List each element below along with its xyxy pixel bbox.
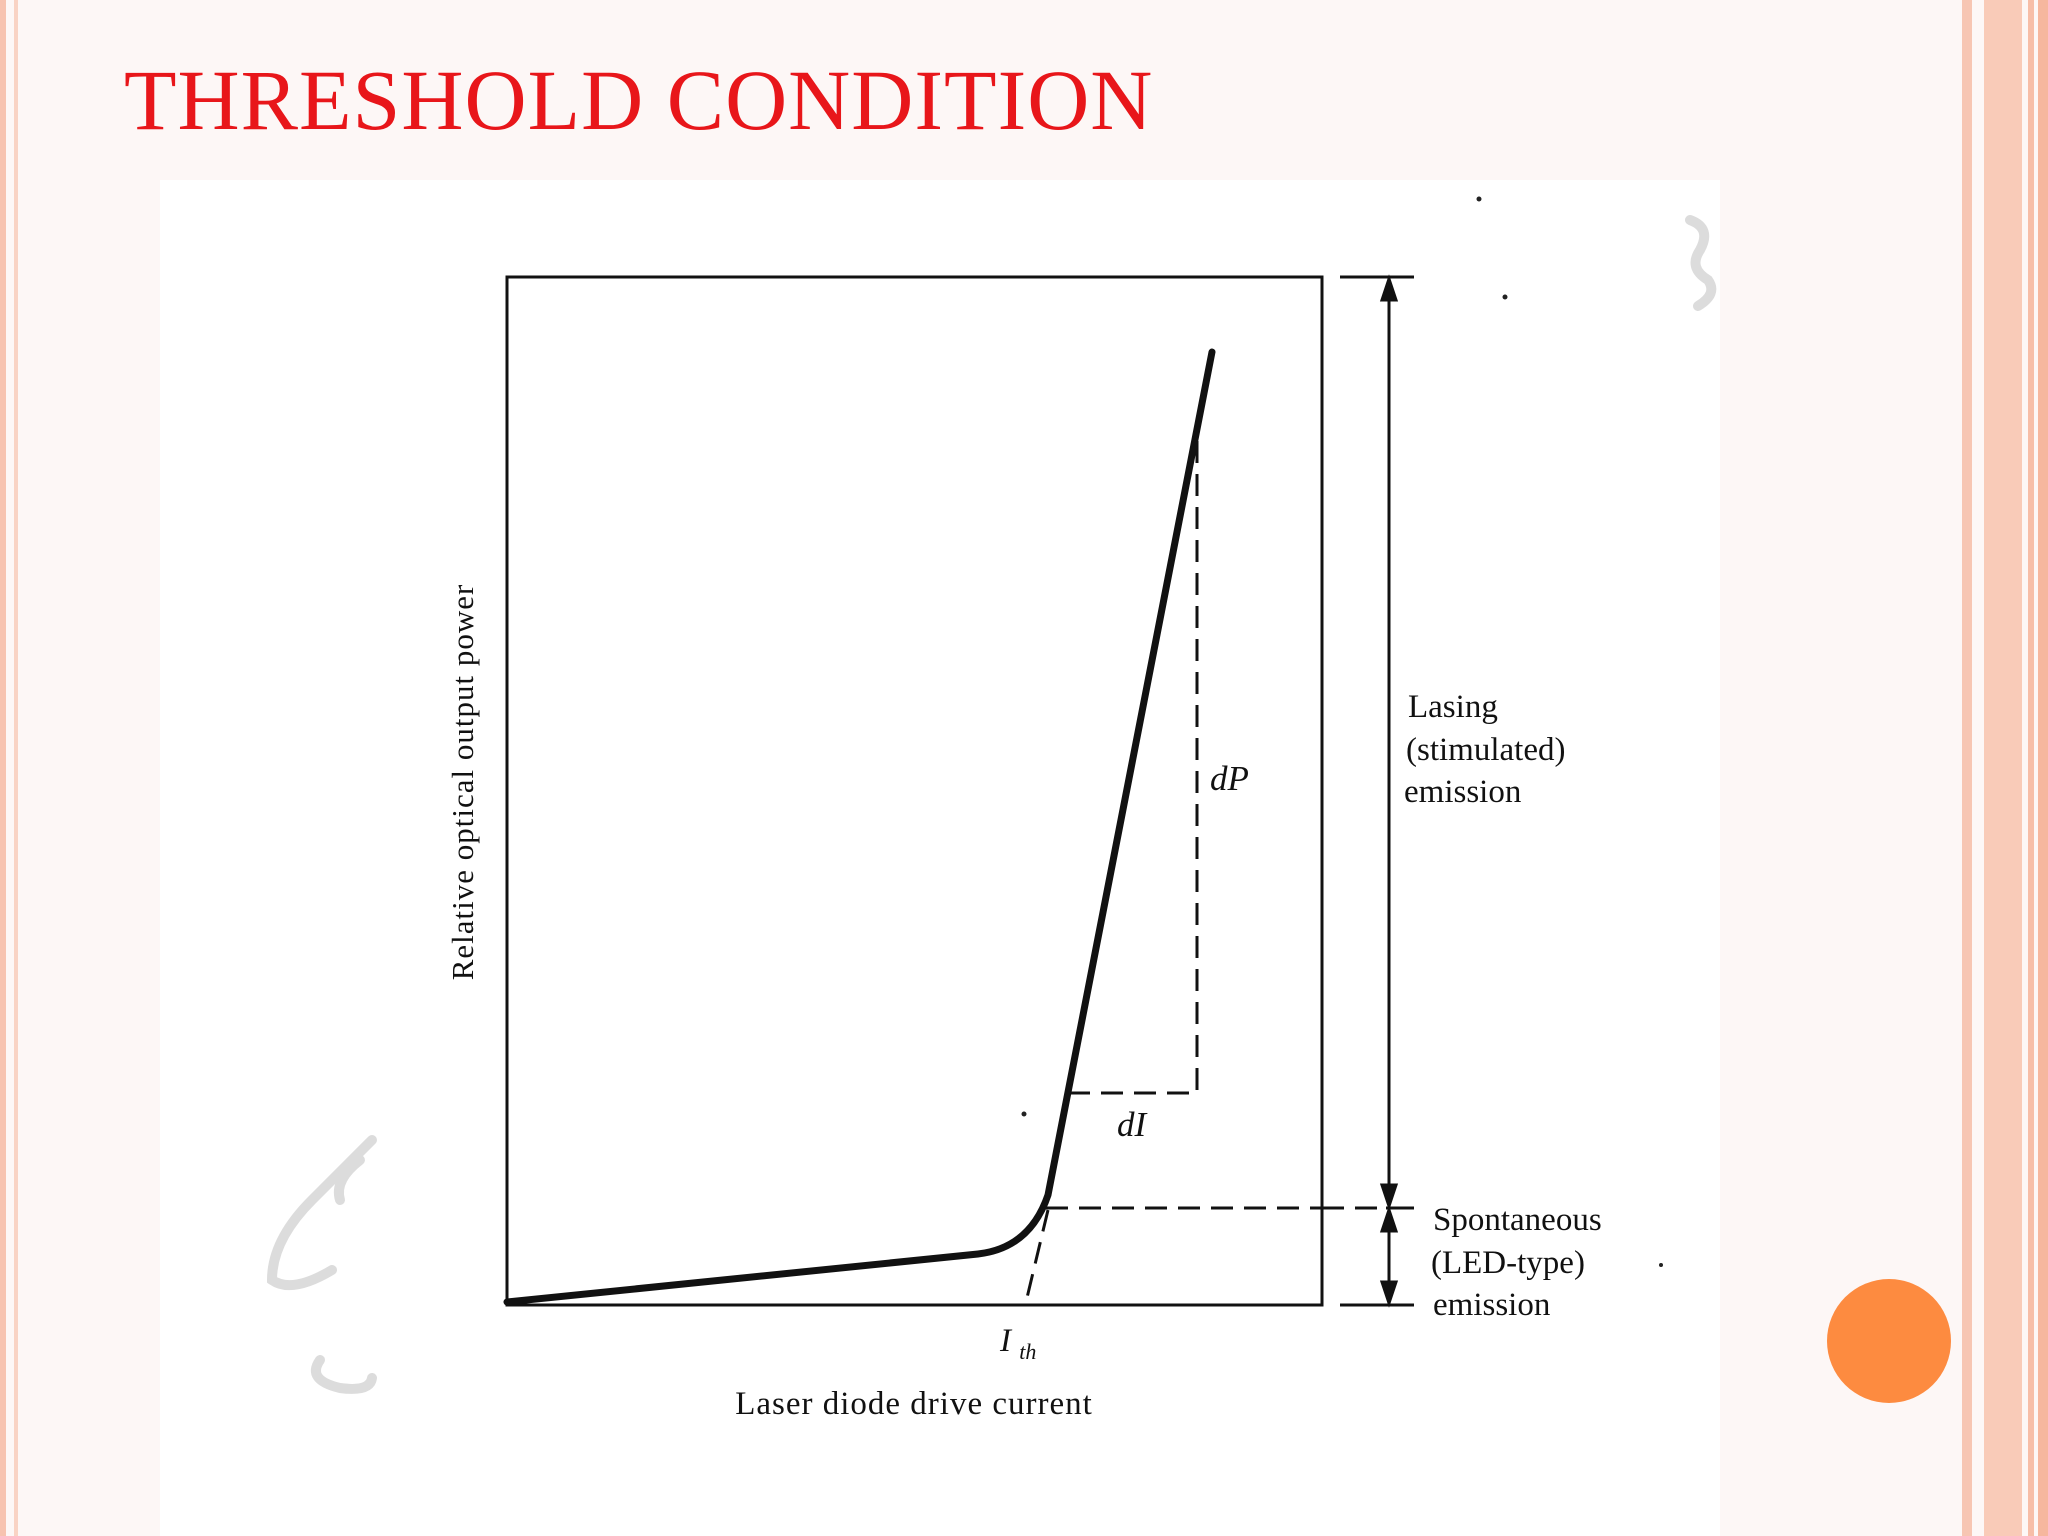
svg-text:Spontaneous: Spontaneous	[1433, 1202, 1602, 1238]
di-label: dI	[1117, 1105, 1149, 1144]
spontaneous-region-label: Spontaneous (LED-type) emission	[1431, 1202, 1602, 1323]
svg-text:(LED-type): (LED-type)	[1431, 1245, 1585, 1281]
threshold-subscript: th	[1019, 1339, 1036, 1364]
plot-frame	[505, 275, 1324, 1307]
svg-text:emission: emission	[1433, 1287, 1550, 1323]
left-border-stripe-inner	[14, 0, 18, 1536]
threshold-symbol: I	[999, 1323, 1013, 1359]
scan-artifact-marks	[266, 215, 1717, 1394]
lasing-region-label: Lasing (stimulated) emission	[1404, 689, 1565, 810]
light-current-curve	[503, 348, 1216, 1306]
x-axis-label: Laser diode drive current	[735, 1386, 1093, 1422]
construction-lines	[1024, 440, 1390, 1303]
orange-decorative-circle	[1827, 1279, 1951, 1403]
svg-text:emission: emission	[1404, 774, 1521, 810]
y-axis-label: Relative optical output power	[445, 584, 480, 981]
left-border-stripe	[0, 0, 6, 1536]
diagram-figure	[160, 180, 1720, 1536]
threshold-current-label: I th	[999, 1323, 1036, 1364]
dp-label: dP	[1210, 759, 1249, 798]
svg-text:(stimulated): (stimulated)	[1406, 732, 1565, 768]
slide-title: THRESHOLD CONDITION	[124, 52, 1154, 148]
region-dimension-lines	[1340, 274, 1414, 1308]
right-decorative-bars	[1962, 0, 2048, 1536]
svg-text:Lasing: Lasing	[1408, 689, 1498, 725]
